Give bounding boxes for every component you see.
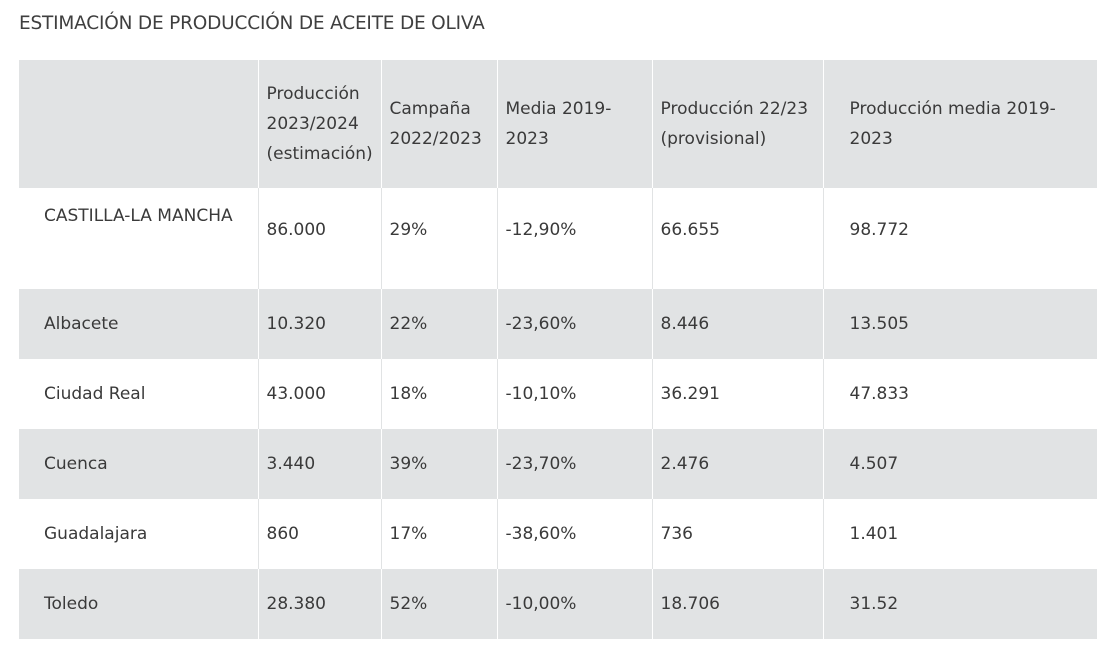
region-cell: Ciudad Real [19, 359, 258, 429]
region-cell: Guadalajara [19, 499, 258, 569]
value-cell: 736 [651, 499, 823, 569]
value-cell: 52% [380, 569, 497, 639]
header-cell-production-22-23: Producción 22/23 (provisional) [651, 60, 823, 188]
table-header-row: Producción 2023/2024 (estimación) Campañ… [19, 60, 1097, 188]
region-cell: CASTILLA-LA MANCHA [19, 188, 258, 289]
value-cell: 18.706 [651, 569, 823, 639]
value-cell: 10.320 [257, 289, 381, 359]
table-row: Albacete 10.320 22% -23,60% 8.446 13.505 [19, 289, 1097, 359]
table-row: Toledo 28.380 52% -10,00% 18.706 31.52 [19, 569, 1097, 639]
region-cell: Cuenca [19, 429, 258, 499]
page-title: ESTIMACIÓN DE PRODUCCIÓN DE ACEITE DE OL… [19, 13, 485, 34]
table-row: Cuenca 3.440 39% -23,70% 2.476 4.507 [19, 429, 1097, 499]
header-cell-average-production-2019-2023: Producción media 2019-2023 [822, 60, 1097, 188]
value-cell: -10,00% [496, 569, 652, 639]
value-cell: 13.505 [822, 289, 1097, 359]
header-cell-region [19, 60, 258, 188]
value-cell: -23,60% [496, 289, 652, 359]
value-cell: 1.401 [822, 499, 1097, 569]
value-cell: 31.52 [822, 569, 1097, 639]
header-cell-campaign-2022-2023: Campaña 2022/2023 [380, 60, 497, 188]
value-cell: -12,90% [496, 188, 652, 289]
value-cell: 18% [380, 359, 497, 429]
production-table: Producción 2023/2024 (estimación) Campañ… [19, 60, 1097, 639]
value-cell: -38,60% [496, 499, 652, 569]
table-row: CASTILLA-LA MANCHA 86.000 29% -12,90% 66… [19, 188, 1097, 289]
header-cell-average-2019-2023: Media 2019-2023 [496, 60, 652, 188]
value-cell: -23,70% [496, 429, 652, 499]
value-cell: 17% [380, 499, 497, 569]
value-cell: 29% [380, 188, 497, 289]
value-cell: 22% [380, 289, 497, 359]
value-cell: 66.655 [651, 188, 823, 289]
value-cell: -10,10% [496, 359, 652, 429]
value-cell: 39% [380, 429, 497, 499]
value-cell: 47.833 [822, 359, 1097, 429]
value-cell: 36.291 [651, 359, 823, 429]
value-cell: 8.446 [651, 289, 823, 359]
region-cell: Albacete [19, 289, 258, 359]
value-cell: 98.772 [822, 188, 1097, 289]
value-cell: 860 [257, 499, 381, 569]
table-row: Ciudad Real 43.000 18% -10,10% 36.291 47… [19, 359, 1097, 429]
value-cell: 2.476 [651, 429, 823, 499]
value-cell: 43.000 [257, 359, 381, 429]
region-cell: Toledo [19, 569, 258, 639]
table-row: Guadalajara 860 17% -38,60% 736 1.401 [19, 499, 1097, 569]
value-cell: 28.380 [257, 569, 381, 639]
header-cell-production-2023-2024: Producción 2023/2024 (estimación) [257, 60, 381, 188]
value-cell: 3.440 [257, 429, 381, 499]
value-cell: 86.000 [257, 188, 381, 289]
value-cell: 4.507 [822, 429, 1097, 499]
